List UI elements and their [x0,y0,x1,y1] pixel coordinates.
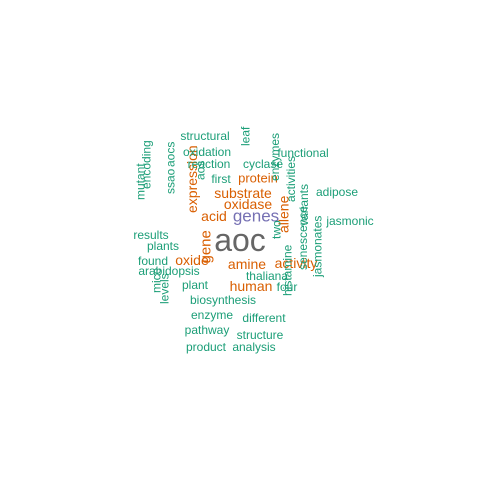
word-acid: acid [201,208,227,224]
word-thaliana: thaliana [245,269,289,283]
word-arabidopsis: arabidopsis [138,264,200,278]
word-plant: plant [181,278,209,292]
word-cyclase: cyclase [242,157,284,171]
word-biosynthesis: biosynthesis [189,293,257,307]
word-two: two [269,220,284,239]
word-enzymes: enzymes [267,132,282,181]
word-genes: genes [232,206,280,226]
word-jasmonic: jasmonic [326,214,374,228]
word-functional: functional [277,146,329,160]
word-adipose: adipose [315,185,359,199]
word-histamine: histamine [280,244,295,296]
word-oxidation: oxidation [182,145,232,159]
word-oxide: oxide [175,252,209,268]
word-different: different [242,311,286,325]
word-jasmonates: jasmonates [310,215,325,277]
word-reaction: reaction [187,157,231,171]
word-leaf: leaf [238,126,253,146]
word-plants: plants [146,239,180,253]
word-human: human [229,278,273,294]
word-amine: amine [227,256,267,272]
word-first: first [211,172,231,186]
word-four: four [276,280,298,294]
word-results: results [133,228,169,242]
word-substrate: substrate [214,185,272,201]
word-levels: levels [157,273,172,304]
word-senescence: senescence [295,205,310,270]
word-activities: activities [283,155,298,202]
word-activity: activity [274,255,318,271]
word-aos: aos [193,160,208,180]
word-analysis: analysis [232,340,276,354]
word-protein: protein [238,170,278,186]
word-ssao: ssao [163,168,178,194]
word-structural: structural [180,129,230,143]
word-mutant: mutant [133,163,148,200]
word-aoc: aoc [214,222,266,258]
word-oxidase: oxidase [223,196,273,212]
word-aocs: aocs [163,141,178,167]
word-structure: structure [236,328,284,342]
word-found: found [137,254,169,268]
word-product: product [185,340,227,354]
word-pathway: pathway [184,323,230,337]
word-gene: gene [197,230,215,264]
word-enzyme: enzyme [190,308,234,322]
